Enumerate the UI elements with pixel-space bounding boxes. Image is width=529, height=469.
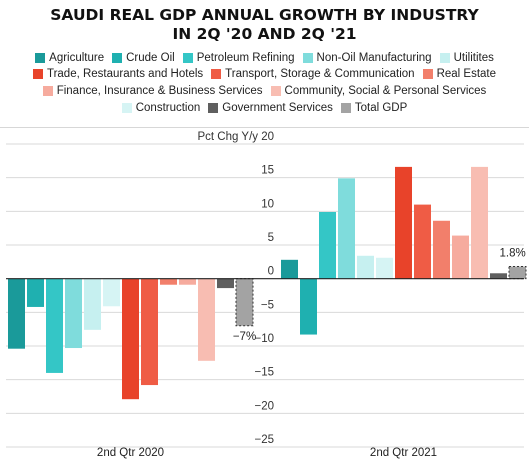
data-label: −7% (233, 331, 256, 343)
bar (122, 278, 139, 400)
legend-swatch (439, 53, 450, 63)
legend-row: Trade, Restaurants and Hotels Transport, … (0, 66, 529, 82)
legend-label: Trade, Restaurants and Hotels (46, 68, 204, 80)
chart-title: SAUDI REAL GDP ANNUAL GROWTH BY INDUSTRY… (0, 6, 529, 44)
legend-label: Real Estate (436, 68, 497, 80)
legend-label: Transport, Storage & Communication (225, 68, 415, 80)
legend-item: Agriculture (35, 50, 104, 66)
legend-label: Petroleum Refining (196, 52, 295, 64)
legend-item: Non-Oil Manufacturing (302, 50, 432, 66)
plot-area: Pct Chg Y/y 20 15 10 5 0 −5 −10 −15 −20 −25 −7% 1.8… (0, 127, 529, 459)
bar (357, 255, 374, 279)
legend-swatch (42, 86, 53, 96)
bar (141, 278, 158, 386)
legend-label: Community, Social & Personal Services (284, 85, 487, 97)
y-tick-label: 5 (268, 232, 274, 244)
legend-swatch (182, 53, 193, 63)
legend-swatch (270, 86, 281, 96)
y-tick-label: 10 (261, 198, 274, 210)
bar (103, 278, 120, 307)
legend-item: Utilitites (439, 50, 494, 66)
y-tick-label: −25 (254, 434, 274, 446)
legend-swatch (211, 69, 222, 79)
legend-swatch (340, 103, 351, 113)
y-tick-label: −20 (254, 400, 274, 412)
legend-label: Non-Oil Manufacturing (316, 52, 432, 64)
bar (27, 278, 44, 307)
legend-item: Real Estate (422, 66, 497, 82)
bar (217, 278, 234, 289)
legend-swatch (208, 103, 219, 113)
legend-item: Crude Oil (112, 50, 175, 66)
bar (281, 259, 298, 279)
y-tick-label: −10 (254, 333, 274, 345)
bar (46, 278, 63, 373)
legend-swatch (32, 69, 43, 79)
y-tick-label: −15 (254, 367, 274, 379)
legend-swatch (302, 53, 313, 63)
legend-swatch (35, 53, 46, 63)
chart-title-line: SAUDI REAL GDP ANNUAL GROWTH BY INDUSTRY (50, 6, 479, 24)
legend-item: Government Services (208, 100, 333, 116)
y-tick-label: 15 (261, 165, 274, 177)
legend-item: Total GDP (340, 100, 408, 116)
legend-swatch (112, 53, 123, 63)
legend-item: Finance, Insurance & Business Services (42, 83, 263, 99)
bar (376, 257, 393, 279)
bar (508, 266, 527, 280)
legend-row: Construction Government Services Total GDP (0, 100, 529, 116)
legend-row: Agriculture Crude Oil Petroleum Refining No… (0, 50, 529, 66)
legend-item: Trade, Restaurants and Hotels (32, 66, 204, 82)
legend-label: Finance, Insurance & Business Services (56, 85, 263, 97)
legend-item: Transport, Storage & Communication (211, 66, 415, 82)
legend-label: Government Services (222, 102, 333, 114)
legend-label: Crude Oil (126, 52, 175, 64)
bar (471, 166, 488, 279)
bar (84, 278, 101, 330)
y-tick-label: Pct Chg Y/y 20 (198, 131, 275, 143)
data-label: 1.8% (500, 248, 526, 260)
legend-label: Total GDP (354, 102, 408, 114)
bar (414, 204, 431, 279)
legend-row: Finance, Insurance & Business Services Co… (0, 83, 529, 99)
y-tick-label: 0 (268, 266, 274, 278)
legend-label: Construction (135, 102, 201, 114)
bar (179, 278, 196, 285)
category-label: 2nd Qtr 2021 (370, 447, 437, 459)
legend-label: Utilitites (453, 52, 494, 64)
legend-item: Construction (121, 100, 201, 116)
chart-title-line: IN 2Q '20 AND 2Q '21 (172, 25, 357, 43)
legend-item: Petroleum Refining (182, 50, 295, 66)
bar (198, 278, 215, 361)
category-label: 2nd Qtr 2020 (97, 447, 164, 459)
legend-swatch (422, 69, 433, 79)
bar (338, 178, 355, 279)
bar (490, 273, 507, 279)
bar (65, 278, 82, 349)
legend-item: Community, Social & Personal Services (270, 83, 487, 99)
bar (160, 278, 177, 285)
bar (319, 212, 336, 279)
legend-swatch (121, 103, 132, 113)
bar (433, 220, 450, 279)
y-tick-label: −5 (261, 299, 274, 311)
bar (452, 235, 469, 279)
bar (300, 278, 317, 335)
bar (235, 278, 254, 327)
bar (395, 166, 412, 279)
legend-label: Agriculture (49, 52, 105, 64)
bar (8, 278, 25, 349)
